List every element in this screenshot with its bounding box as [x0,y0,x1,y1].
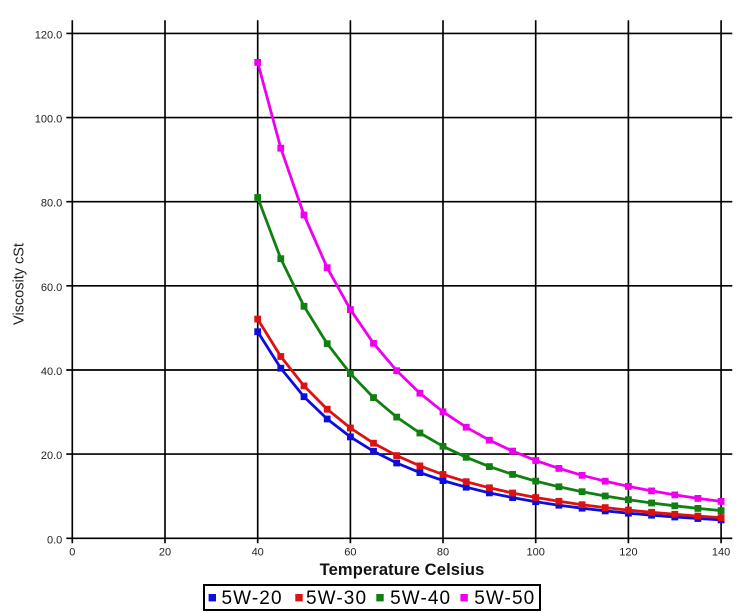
svg-text:5W-20: 5W-20 [222,588,283,609]
svg-text:5W-30: 5W-30 [306,588,367,609]
svg-text:120: 120 [619,546,637,558]
svg-text:20.0: 20.0 [41,450,62,462]
svg-text:80.0: 80.0 [41,198,62,210]
svg-text:Temperature Celsius: Temperature Celsius [320,561,485,579]
svg-text:80: 80 [437,546,449,558]
svg-text:100: 100 [527,546,545,558]
svg-text:20: 20 [159,546,171,558]
svg-text:40.0: 40.0 [41,366,62,378]
svg-text:120.0: 120.0 [35,29,63,41]
svg-text:0: 0 [69,546,75,558]
svg-text:60.0: 60.0 [41,282,62,294]
svg-text:60: 60 [344,546,356,558]
svg-text:Viscosity cSt: Viscosity cSt [12,243,28,325]
svg-text:5W-40: 5W-40 [390,588,451,609]
svg-text:5W-50: 5W-50 [474,588,535,609]
svg-text:140: 140 [712,546,730,558]
svg-text:40: 40 [252,546,264,558]
svg-text:100.0: 100.0 [35,114,63,126]
svg-text:0.0: 0.0 [47,534,62,546]
